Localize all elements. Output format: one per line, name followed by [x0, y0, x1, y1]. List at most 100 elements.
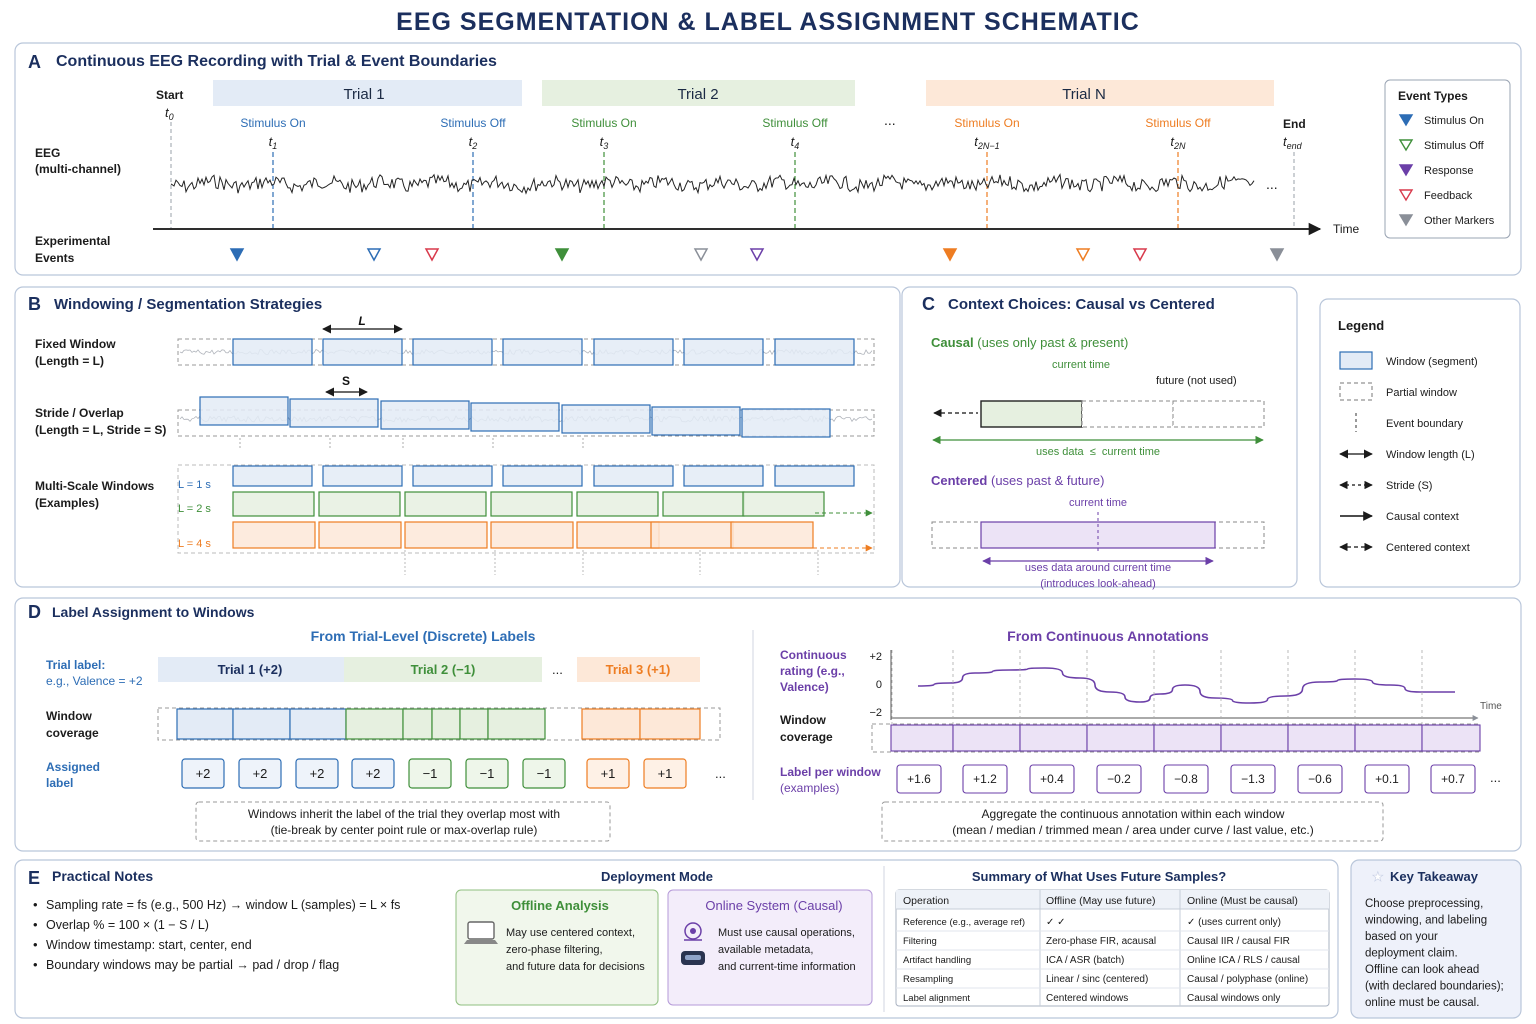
- start-label: Start: [156, 88, 183, 102]
- table-header: Operation: [903, 895, 949, 907]
- window-value: −1.3: [1241, 772, 1265, 786]
- scale-1s-label: L = 1 s: [178, 479, 211, 491]
- window-segment: [593, 465, 674, 487]
- note-item: Sampling rate = fs (e.g., 500 Hz) → wind…: [46, 898, 400, 912]
- coverage-window: [176, 708, 234, 740]
- window-segment: [404, 491, 487, 517]
- eeg-label-sub: (multi-channel): [35, 162, 121, 176]
- legend-window-swatch: [1339, 351, 1373, 370]
- t0-label: t0: [165, 105, 174, 122]
- takeaway-line: based on your: [1365, 931, 1438, 943]
- trial-2-label: Trial 2: [677, 86, 718, 103]
- panel-a-title: Continuous EEG Recording with Trial & Ev…: [56, 53, 497, 70]
- panel-c: C Context Choices: Causal vs Centered Ca…: [901, 286, 1298, 590]
- window-coverage-sub: coverage: [46, 726, 99, 740]
- time-axis-label: Time: [1333, 222, 1360, 236]
- window-segment: [741, 408, 831, 438]
- takeaway-line: Offline can look ahead: [1365, 964, 1479, 976]
- table-cell: ✓ (uses current only): [1187, 917, 1281, 928]
- assigned-label: Assigned: [46, 760, 100, 774]
- table-cell: ✓ ✓: [1046, 917, 1066, 928]
- eeg-label: EEG: [35, 146, 60, 160]
- scale-4s-label: L = 4 s: [178, 538, 211, 550]
- assigned-label-value: −1: [480, 766, 495, 781]
- legend-item: Partial window: [1386, 387, 1457, 399]
- window-segment: [232, 521, 316, 549]
- window-value-chip: [1230, 764, 1276, 794]
- event-types-box: [1384, 79, 1511, 239]
- window-segment: [470, 402, 560, 432]
- centered-caption-1: uses data around current time: [1025, 562, 1171, 574]
- multiscale-sub: (Examples): [35, 496, 99, 510]
- marker-time: t3: [600, 134, 609, 151]
- legend-item: Window (segment): [1386, 356, 1478, 368]
- window-segment: [490, 521, 574, 549]
- marker-label: Stimulus On: [571, 116, 636, 130]
- assigned-label-value: −1: [423, 766, 438, 781]
- note-bullet: •: [33, 917, 38, 932]
- online-line: and current-time information: [718, 961, 856, 973]
- assigned-label-chip: [586, 758, 630, 789]
- assigned-label-value: +2: [310, 766, 325, 781]
- offline-line: May use centered context,: [506, 927, 635, 939]
- offline-box: [455, 889, 659, 1006]
- window-value-chip: [1163, 764, 1209, 794]
- trial-level-title: From Trial-Level (Discrete) Labels: [311, 628, 536, 644]
- coverage-window: [1019, 724, 1088, 752]
- trial-2-band: [542, 80, 855, 106]
- note-bullet: •: [33, 957, 38, 972]
- assigned-label-value: +2: [253, 766, 268, 781]
- coverage-window: [581, 708, 641, 740]
- panel-c-title: Context Choices: Causal vs Centered: [948, 296, 1215, 313]
- window-value-chip: [1430, 764, 1476, 794]
- trial-1-label-d: Trial 1 (+2): [218, 662, 283, 677]
- window-segment: [730, 521, 814, 549]
- label-per-window: Label per window: [780, 765, 881, 779]
- coverage-window: [1287, 724, 1356, 752]
- legend-item: Causal context: [1386, 511, 1459, 523]
- takeaway-line: windowing, and labeling: [1364, 915, 1487, 927]
- assigned-ellipsis: ...: [715, 766, 726, 781]
- event-marker-triangle: [366, 248, 382, 262]
- ytick-label: −2: [869, 707, 882, 719]
- coverage-window: [890, 724, 954, 752]
- event-types-title: Event Types: [1398, 89, 1468, 103]
- coverage-window: [431, 708, 461, 740]
- stride-label: Stride / Overlap: [35, 406, 124, 420]
- trial-ellipsis-d: ...: [552, 662, 563, 677]
- window-segment: [576, 491, 659, 517]
- window-segment: [683, 465, 764, 487]
- note-bullet: •: [33, 897, 38, 912]
- marker-label: Stimulus Off: [440, 116, 506, 130]
- assigned-label-value: +2: [196, 766, 211, 781]
- coverage-window: [402, 708, 433, 740]
- legend-partial-swatch: [1339, 382, 1373, 401]
- window-segment: [318, 521, 402, 549]
- window-value: −0.6: [1308, 772, 1332, 786]
- window-segment: [502, 338, 583, 366]
- trial-1-label: Trial 1: [343, 86, 384, 103]
- window-value-chip: [1297, 764, 1343, 794]
- summary-table-header: [896, 890, 1329, 909]
- assigned-label-chip: [643, 758, 687, 789]
- window-segment: [322, 338, 403, 366]
- continuous-title: From Continuous Annotations: [1007, 628, 1209, 644]
- window-values-ellipsis: ...: [1490, 770, 1501, 785]
- future-not-used: future (not used): [1156, 375, 1237, 387]
- marker-label: Stimulus On: [240, 116, 305, 130]
- length-label: L: [358, 314, 365, 328]
- right-note-line-1: Aggregate the continuous annotation with…: [982, 807, 1285, 821]
- window-value: +1.6: [907, 772, 931, 786]
- end-label: End: [1283, 117, 1306, 131]
- event-type-label: Feedback: [1424, 190, 1473, 202]
- continuous-label-3: Valence): [780, 680, 829, 694]
- window-segment: [490, 491, 573, 517]
- table-row-operation: Label alignment: [903, 993, 970, 1004]
- left-note-line-1: Windows inherit the label of the trial t…: [248, 807, 560, 821]
- note-item: Boundary windows may be partial → pad / …: [46, 958, 339, 972]
- panel-a-letter: A: [28, 52, 41, 72]
- online-title: Online System (Causal): [705, 898, 842, 913]
- window-segment: [576, 521, 660, 549]
- marker-label: Stimulus On: [954, 116, 1019, 130]
